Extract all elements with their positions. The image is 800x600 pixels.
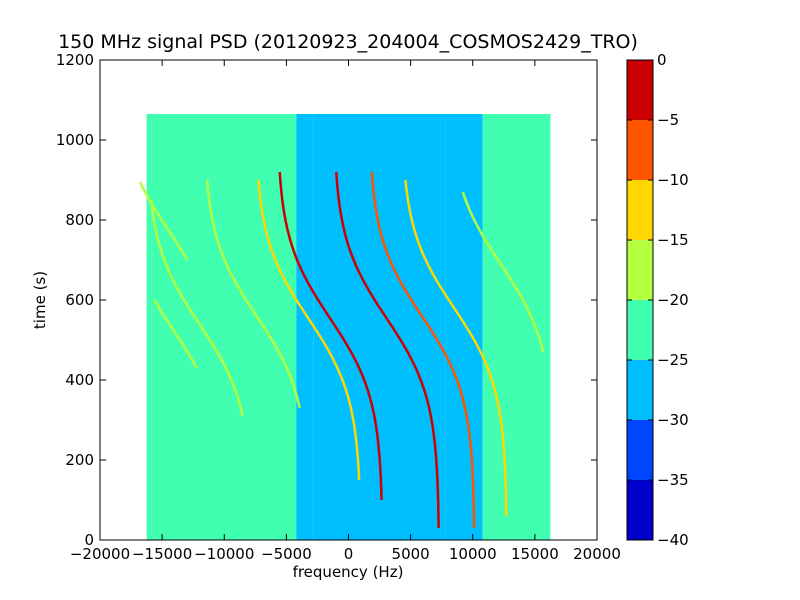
psd-trace: [149, 199, 244, 417]
psd-region: [146, 114, 297, 540]
psd-trace: [404, 179, 508, 516]
chart-title: 150 MHz signal PSD (20120923_204004_COSM…: [58, 31, 638, 53]
colorbar-segment: [627, 480, 653, 540]
y-tick-label: 200: [65, 451, 94, 469]
colorbar-segment: [627, 360, 653, 420]
colorbar-segment: [627, 420, 653, 480]
colorbar-tick-label: −40: [657, 531, 689, 549]
colorbar-segment: [627, 240, 653, 300]
x-tick-label: 10000: [449, 545, 497, 563]
psd-trace: [370, 171, 476, 528]
x-tick-label: −20000: [70, 545, 130, 563]
psd-trace: [461, 191, 545, 353]
x-tick-label: −15000: [132, 545, 192, 563]
x-tick-label: −10000: [194, 545, 254, 563]
x-tick-label: 5000: [392, 545, 430, 563]
psd-region: [445, 114, 483, 540]
colorbar-tick-label: −30: [657, 411, 689, 429]
colorbar-tick-label: −20: [657, 291, 689, 309]
colorbar-tick-label: −5: [657, 111, 679, 129]
colorbar-segment: [627, 60, 653, 120]
y-tick-label: 0: [84, 531, 94, 549]
x-tick-label: 20000: [573, 545, 621, 563]
colorbar: 0 −5 −10 −15 −20 −25 −30 −35 −40: [626, 51, 689, 549]
psd-region: [296, 114, 314, 540]
colorbar-tick-label: 0: [657, 51, 667, 69]
y-tick-label: 800: [65, 211, 94, 229]
colorbar-tick-label: −35: [657, 471, 689, 489]
y-tick-label: 1200: [56, 51, 94, 69]
colorbar-tick-label: −10: [657, 171, 689, 189]
x-tick-label: −5000: [261, 545, 312, 563]
colorbar-tick-label: −25: [657, 351, 689, 369]
psd-trace: [257, 179, 361, 481]
colorbar-tick-label: −15: [657, 231, 689, 249]
colorbar-segment: [627, 120, 653, 180]
colorbar-segment: [627, 300, 653, 360]
psd-trace: [138, 181, 189, 261]
y-tick-label: 1000: [56, 131, 94, 149]
psd-region: [482, 114, 551, 540]
psd-trace: [335, 171, 440, 529]
colorbar-segment: [627, 180, 653, 240]
y-tick-label: 600: [65, 291, 94, 309]
x-tick-label: 0: [344, 545, 354, 563]
psd-trace: [153, 299, 198, 369]
x-axis-label: frequency (Hz): [293, 563, 404, 581]
y-axis-label: time (s): [31, 271, 49, 329]
psd-trace: [278, 171, 383, 501]
x-tick-label: 15000: [511, 545, 559, 563]
x-axis: −20000 −15000 −10000 −5000 0 5000 10000 15000 20…: [70, 60, 621, 563]
y-axis: 0 200 400 600 800 1000 1200: [56, 51, 597, 549]
y-tick-label: 400: [65, 371, 94, 389]
psd-trace: [205, 179, 301, 409]
plot-area: [138, 114, 551, 540]
